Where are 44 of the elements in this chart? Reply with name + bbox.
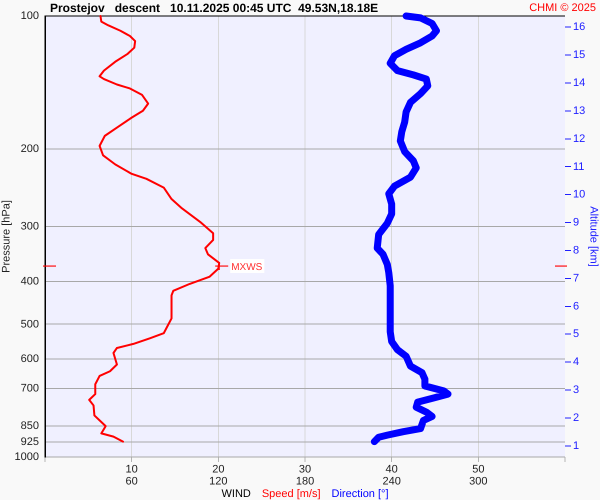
x-tick-label: 30 — [298, 464, 312, 476]
x-tick-label: 50 — [472, 464, 484, 476]
x2-tick-label: 60 — [126, 476, 138, 488]
x2-tick-label: 240 — [382, 476, 401, 488]
y-tick-label: 925 — [20, 436, 39, 448]
y-tick-label: 100 — [20, 10, 39, 22]
y-tick-label: 400 — [20, 276, 39, 288]
y2-tick-label: 4 — [573, 356, 580, 368]
x2-tick-label: 180 — [296, 476, 314, 488]
y2-tick-label: 13 — [573, 104, 586, 117]
x2-tick-label: 120 — [209, 476, 228, 488]
y-tick-label: 600 — [20, 353, 39, 366]
y2-tick-label: 5 — [573, 328, 580, 340]
y-tick-label: 1000 — [14, 451, 39, 464]
y2-tick-label: 1 — [573, 440, 580, 452]
x-axis-title: WIND — [222, 488, 251, 500]
y2-tick-label: 2 — [573, 412, 580, 424]
y2-tick-label: 9 — [573, 216, 580, 229]
chart-title: Prostejov descent 10.11.2025 00:45 UTC 49.53N,18.18E — [50, 1, 378, 15]
x-tick-label: 40 — [386, 464, 398, 476]
y-tick-label: 700 — [20, 382, 39, 395]
y-tick-label: 500 — [20, 318, 39, 330]
y2-tick-label: 7 — [573, 272, 580, 284]
y2-tick-label: 3 — [573, 384, 580, 396]
text: Direction [°] — [332, 488, 389, 500]
y-tick-label: 200 — [20, 142, 39, 155]
x2-tick-label: 300 — [469, 476, 488, 488]
y2-tick-label: 16 — [573, 21, 586, 34]
y2-tick-label: 8 — [573, 244, 580, 256]
annotation: MXWS — [231, 262, 263, 274]
y-axis-title: Pressure [hPa] — [0, 200, 13, 273]
x-tick-label: 10 — [126, 464, 138, 476]
y2-tick-label: 10 — [573, 188, 586, 201]
y2-tick-label: 15 — [573, 49, 586, 62]
text: CHMI © 2025 — [529, 2, 596, 14]
y2-tick-label: 12 — [573, 132, 586, 145]
y-tick-label: 850 — [20, 420, 39, 432]
y2-tick-label: 11 — [573, 160, 584, 173]
y2-tick-label: 6 — [573, 300, 580, 312]
y2-axis-title: Altitude [km] — [587, 206, 600, 267]
x-tick-label: 20 — [212, 464, 224, 476]
y2-tick-label: 14 — [573, 77, 586, 90]
y-tick-label: 300 — [20, 220, 39, 232]
text: Speed [m/s] — [262, 488, 321, 500]
